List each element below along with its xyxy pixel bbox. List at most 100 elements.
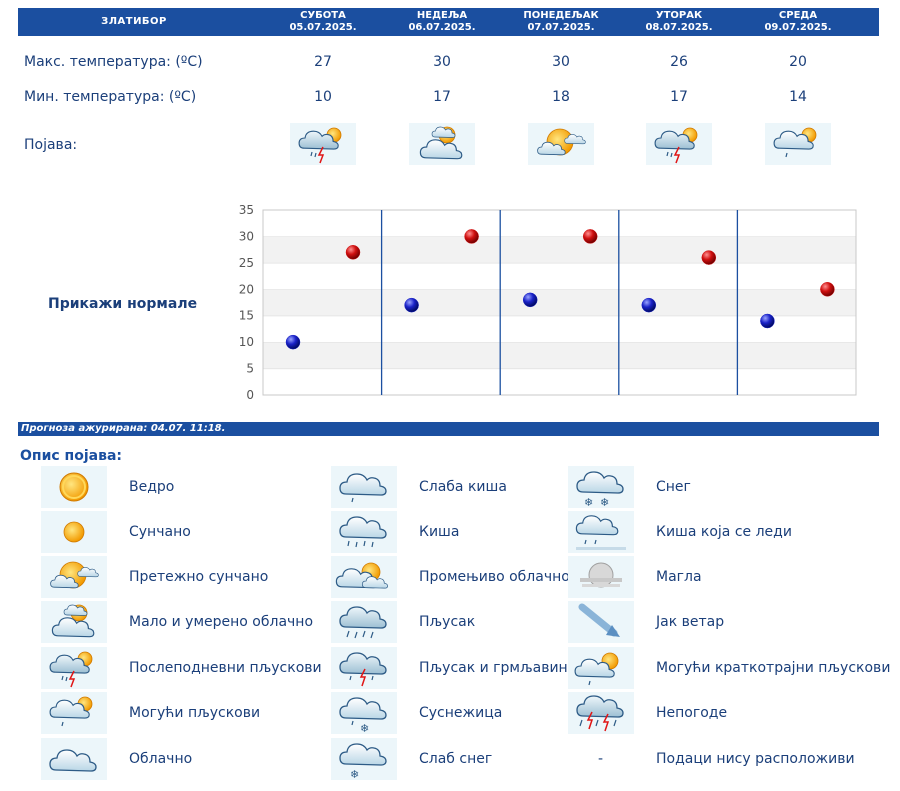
legend-item: Промењиво облачно xyxy=(331,556,621,598)
legend-item: Пљусак xyxy=(331,601,621,643)
legend-label: Сунчано xyxy=(129,524,191,540)
max-temp-value: 26 xyxy=(670,54,688,70)
partly-cloudy-icon xyxy=(409,123,475,165)
legend-label: Ведро xyxy=(129,479,175,495)
day-date: 08.07.2025. xyxy=(645,22,713,33)
min-temp-point xyxy=(760,313,775,329)
temperature-chart: 0 5 10 15 20 25 30 35 xyxy=(239,203,857,402)
svg-text:❄: ❄ xyxy=(584,496,593,508)
clear-sun-icon xyxy=(41,466,107,508)
legend-label: Јак ветар xyxy=(656,614,725,630)
legend-label: Слаб снег xyxy=(419,751,493,767)
legend-item: Мало и умерено облачно xyxy=(41,601,331,643)
legend-item: Облачно xyxy=(41,738,331,780)
legend-item: Послеподневни пљускови xyxy=(41,647,331,689)
grid-band xyxy=(263,210,856,237)
legend-label: Киша xyxy=(419,524,460,540)
fog-icon xyxy=(568,556,634,598)
grid-band xyxy=(263,262,856,290)
grid-band xyxy=(263,315,856,343)
legend-label: Магла xyxy=(656,569,702,585)
possible-showers-icon xyxy=(41,692,107,734)
min-temp-point xyxy=(285,334,301,350)
legend-title: Опис појава: xyxy=(20,448,122,464)
day-header: УТОРАК 08.07.2025. xyxy=(620,10,738,34)
afternoon-showers-icon xyxy=(646,123,712,165)
legend-item: Киша xyxy=(331,511,621,553)
y-tick-label: 15 xyxy=(239,309,254,323)
cloudy-icon xyxy=(41,738,107,780)
rain-icon xyxy=(331,511,397,553)
legend-label: Облачно xyxy=(129,751,193,767)
light-rain-icon xyxy=(331,466,397,508)
day-header: СУБОТА 05.07.2025. xyxy=(264,10,382,34)
legend-item: ❄ ❄ Снег xyxy=(568,466,858,508)
legend-item: ❄ Суснежица xyxy=(331,692,621,734)
legend-label: Промењиво облачно xyxy=(419,569,570,585)
y-tick-label: 20 xyxy=(239,282,254,296)
y-tick-label: 5 xyxy=(246,362,254,376)
legend-label: Могући пљускови xyxy=(129,705,261,721)
day-date: 09.07.2025. xyxy=(764,22,832,33)
y-tick-label: 0 xyxy=(246,388,254,402)
max-temp-point xyxy=(464,229,479,244)
day-name: СРЕДА xyxy=(778,10,818,21)
legend-item: Могући краткотрајни пљускови xyxy=(568,647,890,689)
light-snow-icon: ❄ xyxy=(331,738,397,780)
legend-item: Пљусак и грмљавина xyxy=(331,647,621,689)
legend-label: Пљусак xyxy=(419,614,476,630)
legend-item: Непогоде xyxy=(568,692,858,734)
y-tick-label: 25 xyxy=(239,256,254,270)
grid-band xyxy=(263,368,856,395)
day-name: ПОНЕДЕЉАК xyxy=(523,10,599,21)
freezing-rain-icon xyxy=(568,511,634,553)
day-name: УТОРАК xyxy=(655,10,703,21)
svg-text:❄: ❄ xyxy=(360,722,369,734)
min-temp-value: 17 xyxy=(670,89,688,105)
max-temp-point xyxy=(345,245,361,260)
brief-showers-icon xyxy=(568,647,634,689)
legend-label: Киша која се леди xyxy=(656,524,792,540)
legend-item: Киша која се леди xyxy=(568,511,858,553)
grid-band xyxy=(263,289,856,316)
day-header: НЕДЕЉА 06.07.2025. xyxy=(383,10,501,34)
day-date: 06.07.2025. xyxy=(408,22,476,33)
thunder-shower-icon xyxy=(331,647,397,689)
legend-label: Суснежица xyxy=(419,705,503,721)
legend-label: Подаци нису расположиви xyxy=(656,751,855,767)
shower-icon xyxy=(331,601,397,643)
mostly-sunny-icon xyxy=(528,123,594,165)
legend-item: Магла xyxy=(568,556,858,598)
min-temp-point xyxy=(641,297,657,313)
no-data-dash: - xyxy=(598,751,604,767)
phenomenon-label: Појава: xyxy=(24,137,78,153)
legend-item: Могући пљускови xyxy=(41,692,331,734)
min-temp-value: 18 xyxy=(552,89,570,105)
legend-label: Снег xyxy=(656,479,691,495)
min-temp-value: 14 xyxy=(789,89,807,105)
sunny-icon xyxy=(41,511,107,553)
legend-label: Претежно сунчано xyxy=(129,569,269,585)
strong-wind-icon xyxy=(568,601,634,643)
max-temp-point xyxy=(582,229,598,244)
day-date: 05.07.2025. xyxy=(289,22,357,33)
mostly-sunny-icon xyxy=(41,556,107,598)
legend-label: Слаба киша xyxy=(419,479,507,495)
legend-item: Слаба киша xyxy=(331,466,621,508)
day-date: 07.07.2025. xyxy=(527,22,595,33)
legend-item: Сунчано xyxy=(41,511,331,553)
min-temp-point xyxy=(522,292,538,308)
day-name: НЕДЕЉА xyxy=(416,10,468,21)
variable-cloudy-icon xyxy=(331,556,397,598)
snow-icon: ❄ ❄ xyxy=(568,466,634,508)
max-temp-point xyxy=(820,282,835,297)
plot-border xyxy=(262,209,857,396)
max-temp-point xyxy=(701,250,717,265)
y-tick-label: 35 xyxy=(239,203,254,217)
min-temp-value: 10 xyxy=(314,89,332,105)
min-temp-point xyxy=(404,297,419,313)
show-normals-link[interactable]: Прикажи нормале xyxy=(48,296,198,312)
day-name: СУБОТА xyxy=(300,10,346,21)
min-temp-label: Мин. температура: (ºC) xyxy=(24,89,197,105)
afternoon-showers-icon xyxy=(290,123,356,165)
